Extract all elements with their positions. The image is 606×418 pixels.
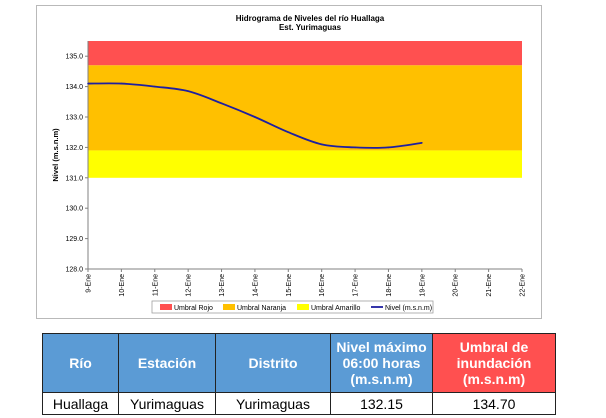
legend-label-1: Umbral Naranja bbox=[237, 305, 286, 312]
y-axis-label: Nivel (m.s.n.m) bbox=[51, 128, 60, 182]
data-point bbox=[87, 82, 89, 85]
header-distrito: Distrito bbox=[215, 333, 331, 393]
y-tick-label: 134.0 bbox=[65, 84, 83, 91]
table-row: Huallaga Yurimaguas Yurimaguas 132.15 13… bbox=[42, 392, 556, 415]
cell-rio: Huallaga bbox=[42, 392, 119, 415]
legend-label-2: Umbral Amarillo bbox=[311, 305, 361, 312]
cell-umbral-inundacion: 134.70 bbox=[432, 392, 556, 415]
data-point bbox=[220, 102, 223, 105]
x-tick-label: 15-Ene bbox=[286, 274, 293, 297]
x-tick-label: 19-Ene bbox=[419, 274, 426, 297]
data-point bbox=[187, 90, 189, 92]
x-tick-label: 20-Ene bbox=[453, 274, 460, 297]
chart-panel: Hidrograma de Niveles del río Huallaga Es… bbox=[36, 5, 542, 319]
legend-swatch-0 bbox=[160, 304, 172, 310]
legend-swatch-2 bbox=[297, 304, 309, 310]
data-point bbox=[120, 82, 123, 85]
legend-label-3: Nivel (m.s.n.m) bbox=[385, 305, 432, 312]
x-tick-label: 17-Ene bbox=[353, 274, 360, 297]
x-tick-label: 9-Ene bbox=[86, 274, 93, 293]
data-point bbox=[254, 116, 256, 118]
y-tick-label: 135.0 bbox=[65, 54, 83, 61]
cell-estacion: Yurimaguas bbox=[118, 392, 216, 415]
legend-label-0: Umbral Rojo bbox=[174, 305, 213, 312]
header-estacion: Estación bbox=[118, 333, 216, 393]
header-umbral-inundacion: Umbral de inundación (m.s.n.m) bbox=[432, 333, 556, 393]
legend-swatch-1 bbox=[223, 304, 235, 310]
header-rio: Río bbox=[42, 333, 119, 393]
y-tick-label: 128.0 bbox=[65, 267, 83, 274]
x-tick-label: 12-Ene bbox=[186, 274, 193, 297]
x-tick-label: 14-Ene bbox=[252, 274, 259, 297]
station-table: Río Estación Distrito Nivel máximo 06:00… bbox=[42, 333, 556, 415]
data-point bbox=[387, 146, 390, 149]
data-point bbox=[421, 142, 423, 144]
chart-title: Hidrograma de Niveles del río Huallaga bbox=[236, 14, 385, 23]
hydrograph-chart: Hidrograma de Niveles del río HuallagaEs… bbox=[51, 14, 527, 314]
x-tick-label: 22-Ene bbox=[520, 274, 527, 297]
threshold-band-2 bbox=[88, 150, 522, 178]
y-tick-label: 131.0 bbox=[65, 175, 83, 182]
x-tick-label: 18-Ene bbox=[386, 274, 393, 297]
chart-subtitle: Est. Yurimaguas bbox=[279, 23, 342, 32]
x-tick-label: 11-Ene bbox=[152, 274, 159, 296]
data-point bbox=[153, 85, 156, 88]
table-header-row: Río Estación Distrito Nivel máximo 06:00… bbox=[42, 333, 556, 393]
x-tick-label: 10-Ene bbox=[119, 274, 126, 297]
y-tick-label: 130.0 bbox=[65, 206, 83, 213]
y-tick-label: 129.0 bbox=[65, 236, 83, 243]
threshold-band-0 bbox=[88, 41, 522, 66]
threshold-band-1 bbox=[88, 65, 522, 151]
x-tick-label: 16-Ene bbox=[319, 274, 326, 297]
y-tick-label: 132.0 bbox=[65, 145, 83, 152]
data-point bbox=[320, 143, 323, 146]
x-tick-label: 21-Ene bbox=[486, 274, 493, 297]
cell-distrito: Yurimaguas bbox=[215, 392, 331, 415]
header-nivel-maximo: Nivel máximo 06:00 horas (m.s.n.m) bbox=[330, 333, 433, 393]
legend-box bbox=[151, 300, 434, 314]
y-tick-label: 133.0 bbox=[65, 115, 83, 122]
data-point bbox=[354, 146, 356, 149]
x-tick-label: 13-Ene bbox=[219, 274, 226, 297]
data-point bbox=[287, 131, 290, 133]
cell-nivel-maximo: 132.15 bbox=[330, 392, 433, 415]
